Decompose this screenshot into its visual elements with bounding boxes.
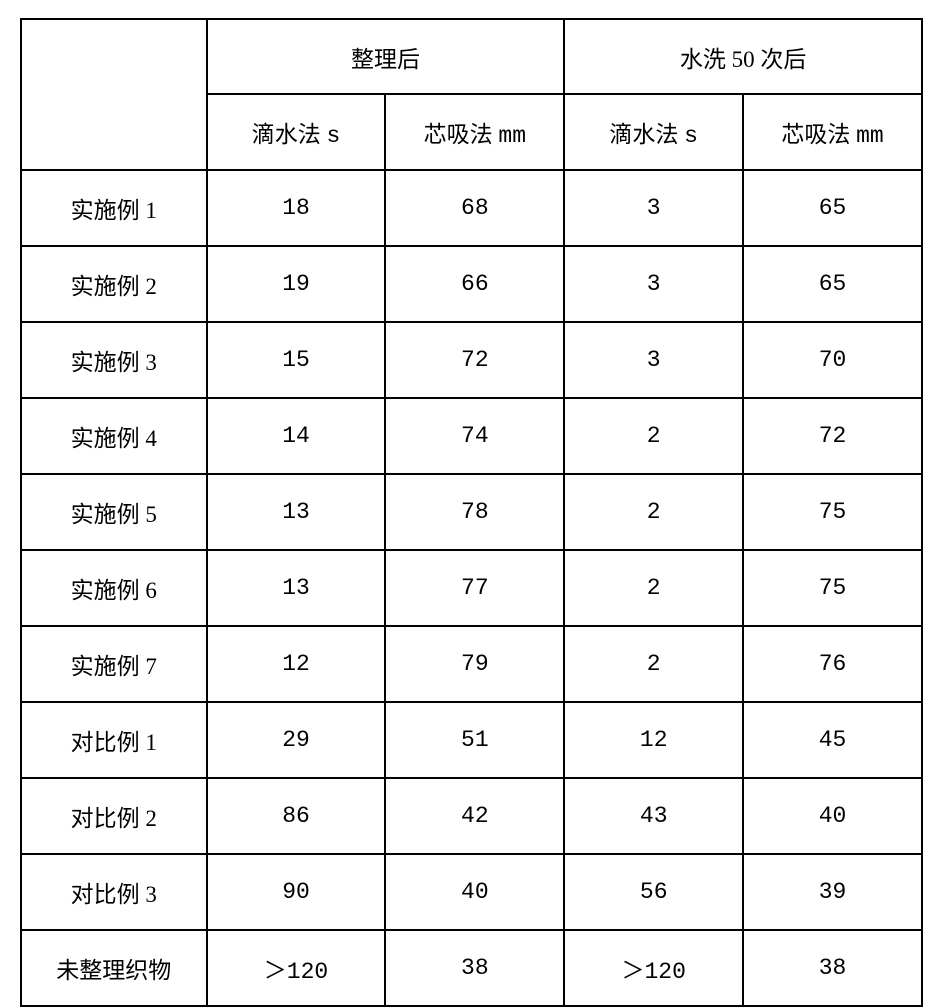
- row-label: 实施例 5: [21, 474, 207, 550]
- table-row: 对比例 3 90 40 56 39: [21, 854, 922, 930]
- cell-after-wick: 74: [385, 398, 564, 474]
- cell-wash-wick: 75: [743, 550, 922, 626]
- table-row: 实施例 2 19 66 3 65: [21, 246, 922, 322]
- table-row: 实施例 6 13 77 2 75: [21, 550, 922, 626]
- table-row: 实施例 3 15 72 3 70: [21, 322, 922, 398]
- cell-after-wick: 79: [385, 626, 564, 702]
- cell-wash-wick: 72: [743, 398, 922, 474]
- cell-wash-drip: ＞120: [564, 930, 743, 1006]
- table-row: 实施例 4 14 74 2 72: [21, 398, 922, 474]
- header-sub-wick: 芯吸法: [424, 122, 493, 147]
- cell-wash-drip: 2: [564, 550, 743, 626]
- table-row: 实施例 1 18 68 3 65: [21, 170, 922, 246]
- cell-wash-drip: 2: [564, 398, 743, 474]
- cell-wash-wick: 70: [743, 322, 922, 398]
- cell-wash-wick: 76: [743, 626, 922, 702]
- row-label: 实施例 1: [21, 170, 207, 246]
- cell-after-drip: 12: [207, 626, 386, 702]
- header-wash-wick: 芯吸法 mm: [743, 94, 922, 170]
- row-label: 对比例 2: [21, 778, 207, 854]
- cell-after-wick: 51: [385, 702, 564, 778]
- cell-wash-wick: 75: [743, 474, 922, 550]
- header-corner: [21, 19, 207, 170]
- cell-after-wick: 77: [385, 550, 564, 626]
- row-label: 实施例 4: [21, 398, 207, 474]
- cell-wash-wick: 39: [743, 854, 922, 930]
- row-label: 对比例 1: [21, 702, 207, 778]
- header-after-wick: 芯吸法 mm: [385, 94, 564, 170]
- data-table: 整理后 水洗 50 次后 滴水法 s 芯吸法 mm 滴水法 s 芯吸法 mm 实…: [20, 18, 923, 1007]
- cell-after-drip: 18: [207, 170, 386, 246]
- header-after-drip: 滴水法 s: [207, 94, 386, 170]
- table-row: 对比例 2 86 42 43 40: [21, 778, 922, 854]
- header-group-after: 整理后: [207, 19, 565, 94]
- table-row: 实施例 5 13 78 2 75: [21, 474, 922, 550]
- cell-after-wick: 42: [385, 778, 564, 854]
- cell-wash-wick: 38: [743, 930, 922, 1006]
- row-label: 实施例 3: [21, 322, 207, 398]
- cell-wash-wick: 65: [743, 170, 922, 246]
- row-label: 未整理织物: [21, 930, 207, 1006]
- cell-wash-wick: 45: [743, 702, 922, 778]
- cell-wash-drip: 2: [564, 626, 743, 702]
- header-sub-drip-unit: s: [684, 123, 698, 149]
- row-label: 对比例 3: [21, 854, 207, 930]
- row-label: 实施例 7: [21, 626, 207, 702]
- table-row: 对比例 1 29 51 12 45: [21, 702, 922, 778]
- table-row: 实施例 7 12 79 2 76: [21, 626, 922, 702]
- header-sub-drip: 滴水法: [609, 122, 678, 147]
- cell-after-wick: 66: [385, 246, 564, 322]
- cell-wash-wick: 40: [743, 778, 922, 854]
- header-group-wash50: 水洗 50 次后: [564, 19, 922, 94]
- header-sub-drip-unit: s: [326, 123, 340, 149]
- cell-after-drip: 90: [207, 854, 386, 930]
- cell-after-wick: 40: [385, 854, 564, 930]
- cell-after-drip: 19: [207, 246, 386, 322]
- cell-wash-drip: 3: [564, 246, 743, 322]
- table-row: 未整理织物 ＞120 38 ＞120 38: [21, 930, 922, 1006]
- header-wash-drip: 滴水法 s: [564, 94, 743, 170]
- cell-wash-drip: 2: [564, 474, 743, 550]
- cell-after-drip: 13: [207, 550, 386, 626]
- cell-wash-wick: 65: [743, 246, 922, 322]
- header-sub-wick: 芯吸法: [781, 122, 850, 147]
- cell-after-wick: 72: [385, 322, 564, 398]
- cell-after-drip: 14: [207, 398, 386, 474]
- cell-after-drip: 15: [207, 322, 386, 398]
- row-label: 实施例 6: [21, 550, 207, 626]
- header-sub-wick-unit: mm: [498, 123, 526, 149]
- cell-after-wick: 78: [385, 474, 564, 550]
- cell-wash-drip: 43: [564, 778, 743, 854]
- header-sub-wick-unit: mm: [856, 123, 884, 149]
- cell-after-wick: 38: [385, 930, 564, 1006]
- cell-after-drip: 86: [207, 778, 386, 854]
- cell-wash-drip: 12: [564, 702, 743, 778]
- cell-wash-drip: 56: [564, 854, 743, 930]
- cell-after-drip: 13: [207, 474, 386, 550]
- cell-after-drip: ＞120: [207, 930, 386, 1006]
- header-sub-drip: 滴水法: [252, 122, 321, 147]
- cell-after-wick: 68: [385, 170, 564, 246]
- cell-after-drip: 29: [207, 702, 386, 778]
- cell-wash-drip: 3: [564, 170, 743, 246]
- row-label: 实施例 2: [21, 246, 207, 322]
- cell-wash-drip: 3: [564, 322, 743, 398]
